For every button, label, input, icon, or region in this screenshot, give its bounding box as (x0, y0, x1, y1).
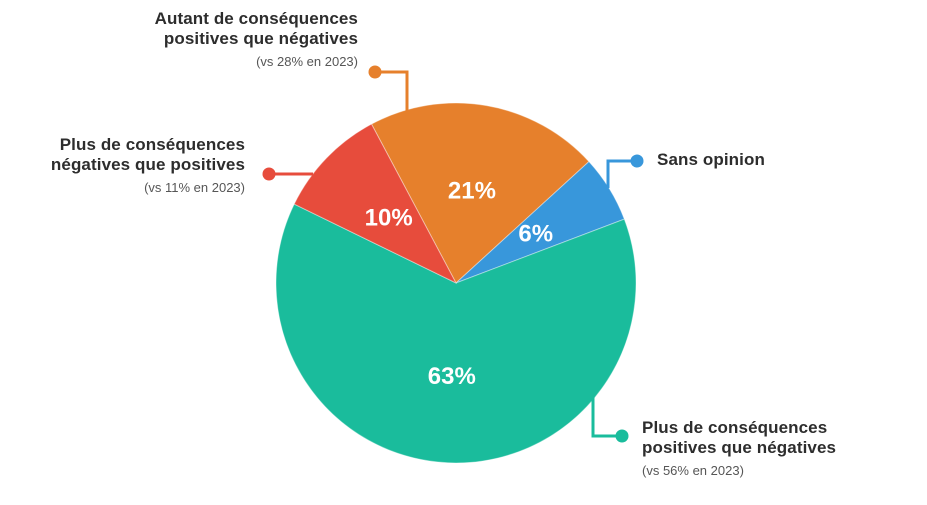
percent-label-negatives: 10% (365, 205, 413, 232)
annotation-sans-opinion-label: Sans opinion (657, 150, 765, 169)
percent-label-positives: 63% (428, 363, 476, 390)
pie-slice-autant (370, 102, 590, 284)
annotation-positives-note: (vs 56% en 2023) (642, 463, 744, 478)
slice-percent-labels: 21% 6% 63% 10% (365, 177, 553, 390)
annotation-autant-label: Autant de conséquences positives que nég… (154, 9, 358, 48)
leader-dot-positives (615, 429, 629, 443)
pie-slice-sans_opinion (455, 160, 625, 284)
pie-slice-positives (275, 203, 637, 464)
leader-line-autant (375, 70, 409, 112)
leader-dot-negatives (262, 167, 276, 181)
annotation-positives: Plus de conséquences positives que négat… (642, 418, 882, 478)
callout-connectors (262, 65, 644, 443)
annotation-sans-opinion: Sans opinion (657, 150, 857, 170)
pie-slices (275, 102, 637, 464)
pie-slice-negatives (293, 123, 458, 285)
leader-line-sans-opinion (606, 159, 637, 188)
annotation-autant: Autant de conséquences positives que nég… (108, 9, 358, 69)
annotation-negatives-note: (vs 11% en 2023) (144, 180, 245, 195)
leader-dot-autant (368, 65, 382, 79)
leader-line-positives (591, 393, 622, 438)
annotation-negatives: Plus de conséquences négatives que posit… (5, 135, 245, 195)
percent-label-autant: 21% (448, 177, 496, 204)
annotation-negatives-label: Plus de conséquences négatives que posit… (50, 135, 245, 174)
leader-dot-sans-opinion (630, 154, 644, 168)
percent-label-sans_opinion: 6% (518, 221, 553, 248)
annotation-positives-label: Plus de conséquences positives que négat… (642, 418, 837, 457)
annotation-autant-note: (vs 28% en 2023) (256, 54, 358, 69)
